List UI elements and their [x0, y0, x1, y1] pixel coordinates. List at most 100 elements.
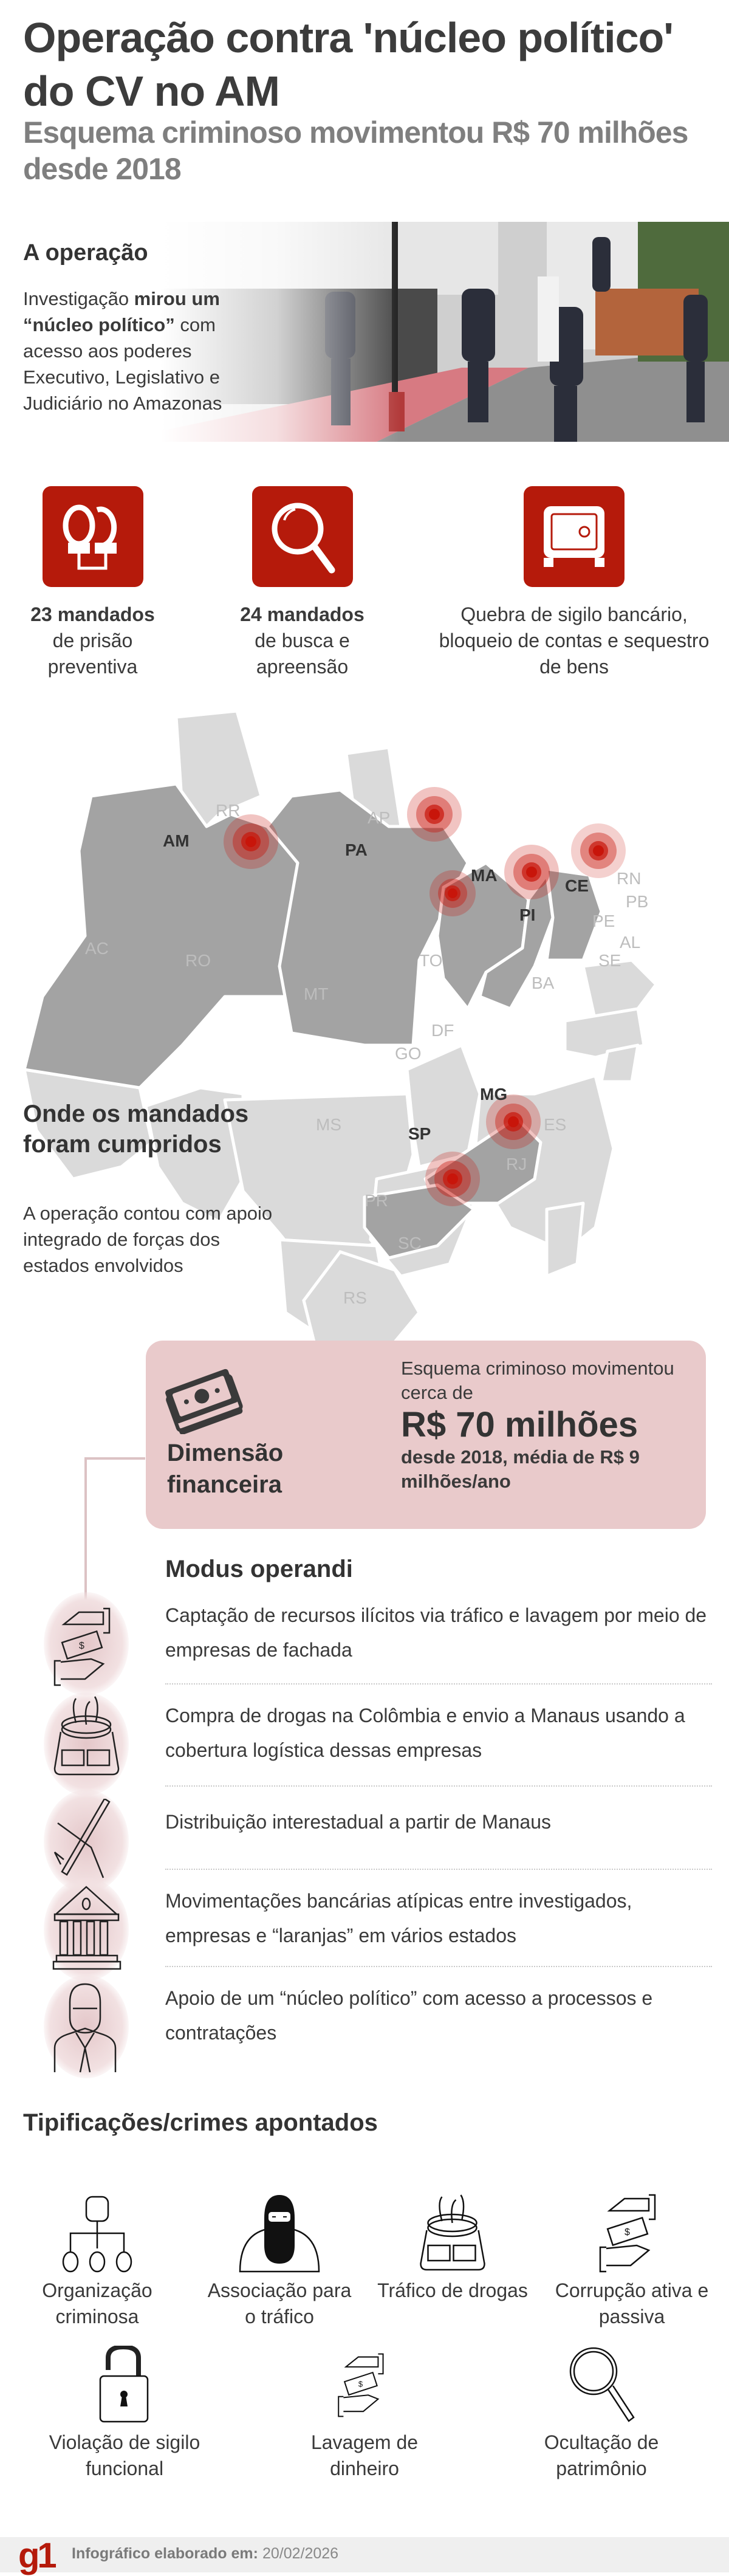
state-am — [22, 782, 299, 1090]
state-label-sc: SC — [398, 1234, 422, 1252]
handcuffs-icon — [43, 486, 143, 587]
safe-icon — [524, 486, 625, 587]
state-label-pa: PA — [345, 840, 368, 859]
crime-label: Ocultação de patrimônio — [544, 2431, 659, 2479]
money-exchange-icon: $ — [53, 1607, 111, 1686]
modus-item-text: Captação de recursos ilícitos via tráfic… — [165, 1604, 707, 1661]
footer — [0, 2537, 729, 2572]
operation-text-post: com acesso aos poderes Executivo, Legisl… — [23, 314, 222, 414]
operation-text-pre: Investigação — [23, 288, 134, 309]
crime-item: $ Lavagem de dinheiro — [286, 2346, 443, 2482]
marker-mg — [486, 1094, 541, 1149]
magnifier-icon — [252, 486, 353, 587]
crime-label: Tráfico de drogas — [377, 2279, 528, 2301]
stat-searches-count: 24 mandados — [240, 603, 364, 625]
state-label-ce: CE — [565, 876, 589, 895]
stat-assets — [524, 486, 625, 587]
state-label-ac: AC — [85, 939, 109, 958]
stat-searches — [252, 486, 353, 587]
org-chart-icon — [62, 2196, 132, 2273]
crime-item: Tráfico de drogas — [374, 2169, 532, 2304]
crime-item: Ocultação de patrimônio — [522, 2346, 680, 2482]
state-label-ro: RO — [185, 951, 211, 970]
marker-pa — [407, 787, 462, 842]
crime-item: Violação de sigilo funcional — [46, 2346, 204, 2482]
money-stack-icon — [165, 1369, 243, 1434]
state-ro — [144, 1086, 245, 1223]
stat-arrests-count: 23 mandados — [30, 603, 155, 625]
modus-item-text: Movimentações bancárias atípicas entre i… — [165, 1890, 632, 1946]
dotted-divider — [165, 1966, 712, 1967]
financial-amount: R$ 70 milhões — [401, 1405, 638, 1444]
financial-heading: Dimensão financeira — [167, 1440, 284, 1498]
crimes-heading: Tipificações/crimes apontados — [23, 2109, 378, 2136]
state-label-mt: MT — [304, 984, 329, 1003]
state-label-am: AM — [163, 831, 190, 850]
crime-label: Violação de sigilo funcional — [49, 2431, 200, 2479]
state-label-ms: MS — [316, 1115, 341, 1134]
modus-item-text: Compra de drogas na Colômbia e envio a M… — [165, 1705, 685, 1761]
marker-ce — [571, 823, 626, 878]
dotted-divider — [165, 1869, 712, 1870]
state-label-mg: MG — [480, 1085, 508, 1104]
state-label-pi: PI — [519, 905, 536, 924]
crime-item: $ Corrupção ativa e passiva — [553, 2169, 711, 2330]
timeline-line — [84, 1457, 87, 1609]
state-label-rs: RS — [343, 1288, 367, 1307]
stat-searches-text: de busca e apreensão — [255, 630, 350, 678]
footer-credit: Infográfico elaborado em: 20/02/2026 — [72, 2545, 338, 2563]
operation-photo — [0, 222, 729, 442]
operation-text-bold: mirou um “núcleo político” — [23, 288, 220, 335]
stat-arrests-label: 23 mandados de prisão preventiva — [6, 602, 179, 680]
modus-item-text: Distribuição interestadual a partir de M… — [165, 1811, 551, 1833]
state-pa — [265, 788, 470, 1047]
operation-heading: A operação — [23, 240, 148, 266]
crime-label: Corrupção ativa e passiva — [555, 2279, 709, 2327]
marker-sp — [425, 1152, 480, 1206]
state-sp — [363, 1183, 476, 1260]
state-label-se: SE — [598, 951, 621, 970]
state-label-rr: RR — [216, 801, 241, 820]
state-es — [545, 1201, 585, 1278]
footer-label: Infográfico elaborado em: — [72, 2545, 258, 2562]
airplane-icon — [53, 1799, 111, 1878]
masked-person-icon — [239, 2195, 320, 2273]
svg-text:$: $ — [625, 2227, 630, 2238]
money-exchange-icon: $ — [338, 2353, 384, 2417]
state-se — [600, 1043, 640, 1084]
drug-scale-icon — [53, 1696, 120, 1776]
map-description: A operação contou com apoio integrado de… — [23, 1203, 273, 1276]
state-label-rn: RN — [617, 869, 642, 888]
state-label-ma: MA — [471, 866, 498, 885]
financial-line1: Esquema criminoso movimentou cerca de — [401, 1358, 674, 1403]
svg-text:$: $ — [358, 2379, 363, 2388]
state-label-al: AL — [620, 933, 641, 952]
politician-icon — [53, 1983, 117, 2073]
marker-am — [224, 814, 278, 869]
state-label-go: GO — [395, 1044, 422, 1063]
financial-text: Esquema criminoso movimentou cerca de R$… — [401, 1356, 693, 1494]
state-label-ba: BA — [532, 974, 555, 992]
g1-logo: g1 — [18, 2536, 57, 2575]
state-label-df: DF — [431, 1021, 454, 1040]
state-label-sp: SP — [408, 1124, 431, 1143]
drug-scale-icon — [420, 2194, 485, 2271]
operation-description: Investigação mirou um “núcleo político” … — [23, 286, 278, 416]
page-subtitle: Esquema criminoso movimentou R$ 70 milhõ… — [23, 115, 688, 186]
photo-fade-overlay — [0, 222, 729, 442]
crime-item: Associação para o tráfico — [200, 2169, 358, 2330]
stat-arrests-text: de prisão preventiva — [47, 630, 138, 678]
marker-pi — [504, 845, 559, 899]
map-markers — [224, 787, 626, 1206]
stat-arrests — [43, 486, 143, 587]
page-title: Operação contra 'núcleo político' do CV … — [23, 14, 674, 115]
modus-item-text: Apoio de um “núcleo político” com acesso… — [165, 1987, 653, 2044]
state-label-pr: PR — [364, 1191, 388, 1210]
state-label-pe: PE — [592, 912, 615, 930]
state-ce — [545, 867, 603, 962]
stat-assets-text: Quebra de sigilo bancário, bloqueio de c… — [439, 603, 710, 678]
bribe-icon: $ — [599, 2194, 655, 2273]
timeline-connector — [84, 1457, 145, 1460]
modus-heading: Modus operandi — [165, 1556, 353, 1582]
footer-date: 20/02/2026 — [262, 2545, 339, 2562]
